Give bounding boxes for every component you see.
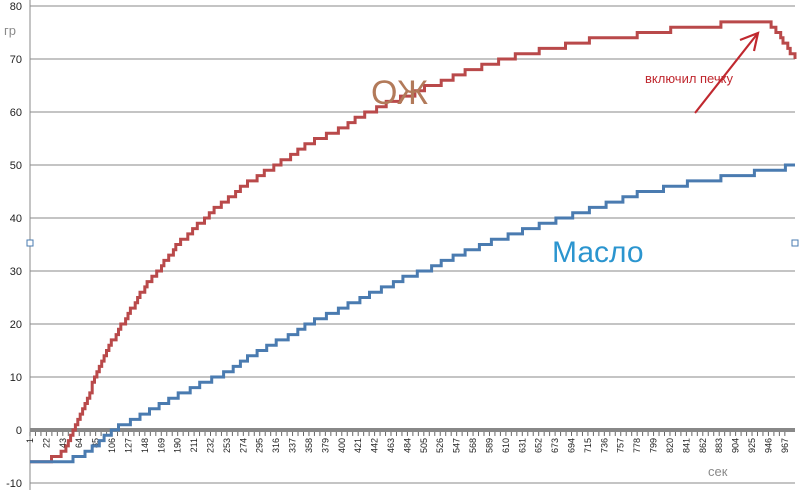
y-tick-label: 60 <box>10 107 22 119</box>
x-tick-label: 274 <box>238 438 248 453</box>
x-tick-label: 190 <box>173 438 183 453</box>
x-tick-label: 85 <box>91 438 101 448</box>
x-axis-label: сек <box>708 464 728 479</box>
x-tick-label: 757 <box>616 438 626 453</box>
x-tick-label: 1 <box>25 438 35 443</box>
x-tick-label: 673 <box>550 438 560 453</box>
x-tick-label: 484 <box>402 438 412 453</box>
series-lines <box>30 20 797 464</box>
x-tick-label: 211 <box>189 438 199 452</box>
x-tick-label: 316 <box>271 438 281 453</box>
series-line-maslo <box>30 163 795 464</box>
x-tick-label: 946 <box>763 438 773 453</box>
x-tick-label: 694 <box>567 438 577 453</box>
y-tick-label: 80 <box>10 1 22 13</box>
x-tick-label: 148 <box>140 438 150 453</box>
y-tick-label: -10 <box>6 478 22 490</box>
y-tick-label: 30 <box>10 266 22 278</box>
x-tick-label: 589 <box>484 438 494 453</box>
x-tick-label: 862 <box>698 438 708 453</box>
resize-handle-right[interactable] <box>791 239 799 247</box>
y-tick-label: 70 <box>10 54 22 66</box>
x-tick-label: 505 <box>419 438 429 453</box>
annotation-text: включил печку <box>645 71 733 86</box>
y-tick-label: 40 <box>10 213 22 225</box>
y-tick-label: 50 <box>10 160 22 172</box>
x-tick-label: 547 <box>452 438 462 453</box>
x-tick-label: 925 <box>747 438 757 453</box>
x-tick-label: 64 <box>74 438 84 448</box>
annotation-arrow <box>694 31 760 114</box>
x-tick-label: 22 <box>41 438 51 448</box>
x-tick-label: 820 <box>665 438 675 453</box>
gridlines <box>29 0 795 490</box>
series-label-maslo: Масло <box>552 236 644 269</box>
x-tick-label: 43 <box>58 438 68 448</box>
x-tick-label: 799 <box>649 438 659 453</box>
x-tick-label: 904 <box>731 438 741 453</box>
x-tick-label: 715 <box>583 438 593 453</box>
y-tick-labels: -10 0 10 20 30 40 50 60 70 80 <box>6 1 22 490</box>
y-tick-label: 10 <box>10 372 22 384</box>
x-tick-label: 358 <box>304 438 314 453</box>
x-tick-label: 610 <box>501 438 511 453</box>
x-tick-label: 463 <box>386 438 396 453</box>
series-label-oj: ОЖ <box>371 74 428 112</box>
y-axis-label: гр <box>4 23 16 38</box>
x-tick-label: 526 <box>435 438 445 453</box>
x-tick-label: 106 <box>107 438 117 453</box>
x-tick-label: 736 <box>599 438 609 453</box>
x-tick-label: 337 <box>288 438 298 453</box>
x-tick-label: 568 <box>468 438 478 453</box>
series-line-oj <box>30 20 797 464</box>
x-tick-label: 883 <box>714 438 724 453</box>
x-tick-label: 841 <box>681 438 691 453</box>
resize-handle-left[interactable] <box>26 239 34 247</box>
x-tick-label: 442 <box>370 438 380 453</box>
x-tick-label: 169 <box>156 438 166 453</box>
x-tick-label: 127 <box>123 438 133 453</box>
x-tick-label: 778 <box>632 438 642 453</box>
y-tick-label: 20 <box>10 319 22 331</box>
x-tick-label: 400 <box>337 438 347 453</box>
x-tick-label: 421 <box>353 438 363 453</box>
x-tick-labels: 1 22 43 64 85 106 127 148 169 190 211 232 253 274 295 3… <box>25 432 790 453</box>
x-tick-label: 379 <box>320 438 330 453</box>
x-tick-label: 631 <box>517 438 527 453</box>
x-tick-label: 967 <box>780 438 790 453</box>
x-tick-label: 253 <box>222 438 232 453</box>
y-tick-label: 0 <box>16 425 22 437</box>
x-tick-label: 232 <box>206 438 216 453</box>
x-tick-label: 652 <box>534 438 544 453</box>
x-tick-label: 295 <box>255 438 265 453</box>
